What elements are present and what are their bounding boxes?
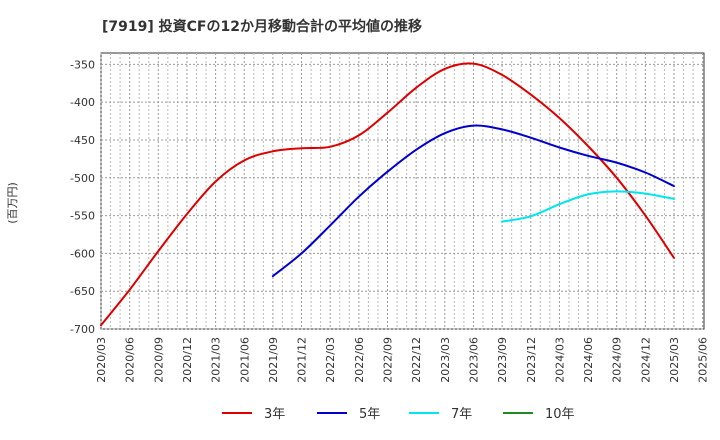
x-tick-label: 2023/12 [525, 337, 538, 383]
y-tick-label: -500 [70, 172, 95, 185]
x-tick-label: 2021/12 [296, 337, 309, 383]
x-tick-label: 2025/03 [668, 337, 681, 383]
x-tick-label: 2022/03 [324, 337, 337, 383]
y-tick-label: -700 [70, 323, 95, 336]
y-tick-label: -450 [70, 134, 95, 147]
x-tick-label: 2023/03 [439, 337, 452, 383]
y-axis-label: (百万円) [6, 182, 19, 224]
series-line-0 [100, 62, 675, 327]
legend-label-1: 5年 [359, 407, 380, 422]
x-tick-label: 2021/03 [210, 337, 223, 383]
x-tick-label: 2025/06 [697, 337, 710, 383]
x-tick-label: 2020/09 [152, 337, 165, 383]
x-tick-label: 2024/03 [553, 337, 566, 383]
y-tick-label: -600 [70, 247, 95, 260]
x-tick-label: 2022/06 [353, 337, 366, 383]
x-tick-label: 2021/09 [267, 337, 280, 383]
series-line-2 [501, 190, 675, 223]
y-tick-label: -400 [70, 96, 95, 109]
x-tick-label: 2023/06 [467, 337, 480, 383]
grid [100, 53, 704, 330]
x-tick-label: 2022/12 [410, 337, 423, 383]
x-tick-label: 2024/09 [611, 337, 624, 383]
x-tick-label: 2024/06 [582, 337, 595, 383]
legend: 3年 5年 7年 10年 [222, 407, 575, 422]
y-tick-label: -650 [70, 285, 95, 298]
x-tick-label: 2020/06 [124, 337, 137, 383]
legend-label-3: 10年 [545, 407, 575, 422]
x-tick-label: 2020/03 [95, 337, 108, 383]
y-tick-label: -550 [70, 210, 95, 223]
x-tick-label: 2021/06 [238, 337, 251, 383]
x-tick-label: 2023/09 [496, 337, 509, 383]
x-tick-label: 2024/12 [639, 337, 652, 383]
y-tick-label: -350 [70, 58, 95, 71]
x-axis: 2020/03 2020/06 2020/09 2020/12 2021/03 2021/… [95, 337, 710, 383]
chart-title: [7919] 投資CFの12か月移動合計の平均値の推移 [102, 18, 422, 35]
legend-label-2: 7年 [451, 407, 472, 422]
x-tick-label: 2020/12 [181, 337, 194, 383]
series-line-1 [271, 124, 675, 278]
legend-label-0: 3年 [264, 407, 285, 422]
y-axis: -350 -400 -450 -500 -550 -600 -650 -700 [70, 58, 95, 336]
x-tick-label: 2022/09 [382, 337, 395, 383]
series-lines [100, 62, 675, 327]
